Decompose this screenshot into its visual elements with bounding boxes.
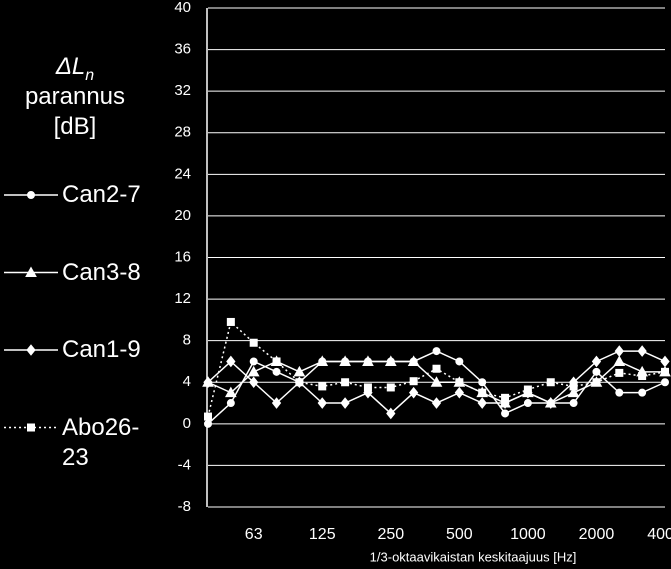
marker [204,419,212,428]
x-label: 1/3-oktaavikaistan keskitaajuus [Hz] [370,549,577,564]
marker [362,355,374,366]
marker [638,372,647,381]
marker [478,388,487,397]
y-tick-label: 36 [174,41,191,58]
y-label: [dB] [53,113,97,140]
x-tick-label: 125 [309,526,336,543]
marker [203,376,213,389]
marker [386,407,396,420]
x-tick-label: 4000 [647,526,671,543]
marker [455,357,464,366]
marker [363,383,372,392]
x-tick-label: 1000 [510,526,546,543]
marker [455,378,464,387]
x-tick-label: 2000 [579,526,615,543]
marker [591,355,602,368]
y-tick-label: 4 [183,373,191,390]
marker [431,397,442,409]
marker [477,397,487,409]
marker [272,357,281,366]
marker [384,355,397,366]
marker [432,364,441,373]
marker [592,367,601,376]
marker [569,399,578,408]
marker [567,386,580,398]
y-tick-label: 24 [174,165,191,182]
y-tick-label: 8 [183,332,191,349]
marker [615,388,624,397]
marker [638,388,647,397]
x-tick-label: 500 [446,526,473,543]
marker [569,382,578,391]
marker [615,368,624,377]
x-tick-label: 63 [245,526,263,543]
marker [204,412,212,421]
marker [226,317,235,326]
y-tick-label: -4 [178,456,191,473]
y-label-symbol: ΔL [55,53,86,80]
y-tick-label: 32 [174,82,191,99]
marker [660,355,670,368]
marker [249,357,258,366]
marker [339,355,351,366]
marker [409,386,419,399]
marker [249,376,259,389]
y-tick-label: 12 [174,290,191,307]
marker [430,376,443,387]
marker [226,355,236,368]
marker [25,266,37,277]
marker [637,345,647,357]
marker [340,397,350,409]
marker [409,377,418,386]
marker [501,409,510,418]
marker [661,378,669,387]
marker [523,399,532,408]
y-tick-label: 0 [183,415,191,432]
marker [247,365,260,377]
marker [317,397,327,409]
marker [501,393,510,402]
marker [27,423,35,432]
y-label: parannus [24,83,126,110]
marker [613,355,626,366]
marker [523,385,532,394]
marker [26,344,36,356]
y-label-subscript: n [85,66,95,84]
marker [316,355,329,366]
marker [225,386,237,398]
marker [295,378,304,387]
y-tick-label: 16 [174,248,191,265]
marker [318,382,327,391]
y-tick-label: 20 [174,207,191,224]
marker [293,365,306,377]
marker [546,397,556,409]
legend-label: Abo26-23 [62,413,140,471]
marker [249,338,258,347]
x-tick-label: 250 [377,526,404,543]
marker [341,378,350,387]
marker [454,386,464,399]
marker [478,378,487,387]
marker [614,345,624,357]
marker [271,397,282,409]
legend-label: Can3-8 [62,258,141,286]
y-tick-label: 28 [174,124,191,141]
y-label: ΔLn [0,52,150,91]
marker [386,383,395,392]
marker [546,378,555,387]
marker [226,399,235,408]
legend-label: Can2-7 [62,181,141,208]
y-tick-label: 40 [174,0,191,16]
y-tick-label: -8 [178,498,191,515]
marker [661,367,669,376]
legend-label: Can1-9 [62,336,141,363]
marker [592,378,601,387]
marker [407,355,420,366]
marker [432,347,441,356]
marker [27,191,35,199]
marker [272,367,281,376]
